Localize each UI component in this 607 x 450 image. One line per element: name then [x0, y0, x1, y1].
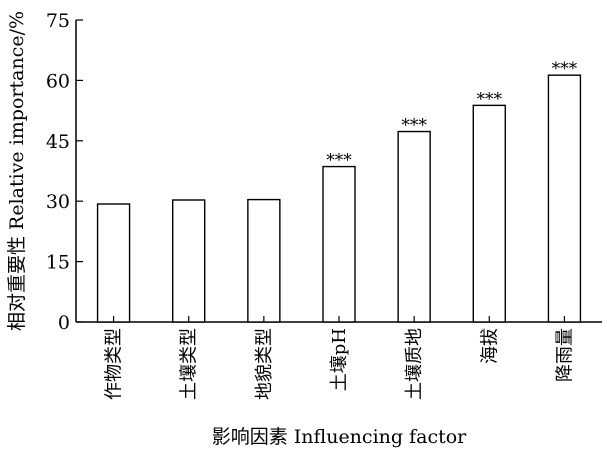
y-tick-label: 30	[46, 191, 70, 213]
bar	[547, 74, 582, 323]
x-tick-label: 土壤质地	[404, 328, 425, 400]
x-ticks: 作物类型 土壤类型 地貌类型 土壤pH 土壤质地 海拔 降雨量	[104, 316, 575, 400]
bar	[96, 203, 131, 323]
y-tick-label: 45	[46, 131, 70, 153]
bar	[397, 130, 431, 323]
x-tick-label: 地貌类型	[254, 328, 275, 400]
x-tick-label: 土壤pH	[329, 328, 350, 391]
significance-label: ***	[401, 116, 427, 136]
significance-label: ***	[477, 89, 503, 109]
bars: *** *** *** ***	[96, 59, 582, 323]
x-axis-label: 影响因素 Influencing factor	[212, 426, 467, 448]
y-tick-label: 75	[46, 10, 70, 32]
y-tick-label: 0	[58, 312, 70, 334]
y-tick-label: 15	[46, 252, 70, 274]
bar	[322, 165, 356, 323]
bar	[472, 104, 506, 323]
y-ticks: 0 15 30 45 60 75	[46, 10, 83, 334]
x-tick-label: 海拔	[479, 328, 500, 364]
x-tick-label: 作物类型	[104, 328, 125, 400]
x-tick-label: 降雨量	[554, 328, 575, 382]
y-axis-label: 相对重要性 Relative importance/%	[6, 11, 28, 331]
bar	[172, 199, 206, 323]
x-tick-label: 土壤类型	[179, 328, 200, 400]
significance-label: ***	[552, 59, 578, 79]
significance-label: ***	[326, 151, 352, 171]
y-tick-label: 60	[46, 70, 70, 92]
bar	[247, 198, 281, 323]
